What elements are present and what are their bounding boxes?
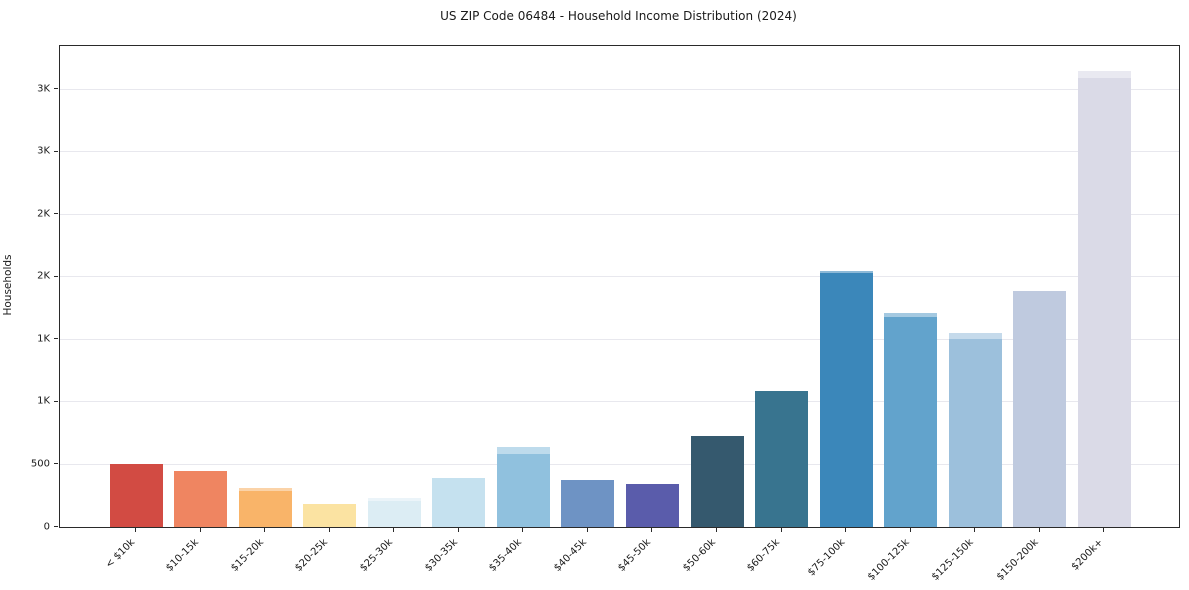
bar-light-cap bbox=[819, 271, 873, 274]
y-tick-mark bbox=[54, 275, 58, 277]
x-tick-mark bbox=[328, 528, 330, 532]
x-tick-label: $60-75k bbox=[745, 537, 783, 574]
gridline bbox=[60, 401, 1179, 403]
bar bbox=[367, 497, 421, 527]
bar bbox=[303, 504, 357, 527]
x-tick-label: $45-50k bbox=[616, 537, 654, 574]
gridline bbox=[60, 276, 1179, 278]
bar bbox=[109, 463, 163, 527]
x-tick-label: $20-25k bbox=[293, 537, 331, 574]
bar bbox=[884, 312, 938, 527]
x-tick-mark bbox=[264, 528, 266, 532]
gridline bbox=[60, 151, 1179, 153]
x-tick-label: $125-150k bbox=[930, 537, 977, 583]
x-tick-label: $200k+ bbox=[1069, 537, 1106, 573]
x-tick-mark bbox=[199, 528, 201, 532]
x-tick-mark bbox=[909, 528, 911, 532]
gridline bbox=[60, 463, 1179, 465]
bar-light-cap bbox=[496, 447, 550, 455]
x-tick-mark bbox=[780, 528, 782, 532]
y-tick-mark bbox=[54, 88, 58, 90]
bar bbox=[174, 470, 228, 527]
x-tick-label: $40-45k bbox=[551, 537, 589, 574]
gridline bbox=[60, 88, 1179, 90]
x-tick-label: $15-20k bbox=[228, 537, 266, 574]
x-tick-mark bbox=[1103, 528, 1105, 532]
plot-area bbox=[59, 45, 1180, 528]
bar bbox=[238, 488, 292, 527]
x-tick-mark bbox=[135, 528, 136, 532]
x-tick-mark bbox=[845, 528, 847, 532]
y-tick-mark bbox=[54, 400, 58, 402]
x-tick-label: $10-15k bbox=[164, 537, 202, 574]
bar bbox=[1077, 70, 1131, 527]
bar-light-cap bbox=[367, 497, 421, 501]
chart-title: US ZIP Code 06484 - Household Income Dis… bbox=[440, 9, 797, 23]
x-tick-mark bbox=[586, 528, 588, 532]
x-tick-mark bbox=[716, 528, 718, 532]
bar-light-cap bbox=[1077, 70, 1131, 78]
bar bbox=[496, 447, 550, 527]
bar bbox=[819, 271, 873, 527]
bar bbox=[561, 480, 615, 527]
y-tick-label: 2K bbox=[37, 208, 50, 220]
bar bbox=[690, 436, 744, 527]
gridline bbox=[60, 213, 1179, 215]
y-axis-label: Households bbox=[2, 254, 14, 316]
y-tick-label: 2K bbox=[37, 270, 50, 282]
x-tick-mark bbox=[651, 528, 653, 532]
x-tick-label: $25-30k bbox=[358, 537, 396, 574]
y-tick-label: 3K bbox=[37, 145, 50, 157]
y-tick-label: 3K bbox=[37, 83, 50, 95]
x-tick-label: $30-35k bbox=[422, 537, 460, 574]
x-tick-label: $50-60k bbox=[680, 537, 718, 574]
x-tick-mark bbox=[522, 528, 524, 532]
bar bbox=[432, 477, 486, 527]
y-tick-mark bbox=[54, 150, 58, 152]
bar bbox=[755, 391, 809, 527]
bar-light-cap bbox=[238, 488, 292, 492]
x-tick-mark bbox=[974, 528, 976, 532]
bar bbox=[1013, 291, 1067, 527]
x-tick-label: $100-125k bbox=[865, 537, 912, 583]
x-tick-mark bbox=[393, 528, 395, 532]
bar bbox=[625, 483, 679, 527]
y-tick-label: 1K bbox=[37, 333, 50, 345]
y-tick-label: 1K bbox=[37, 395, 50, 407]
bar bbox=[948, 332, 1002, 527]
gridline bbox=[60, 338, 1179, 340]
y-tick-mark bbox=[54, 463, 58, 465]
x-tick-label: $35-40k bbox=[487, 537, 525, 574]
y-tick-mark bbox=[54, 338, 58, 340]
x-tick-mark bbox=[1038, 528, 1040, 532]
bar-light-cap bbox=[884, 312, 938, 317]
y-tick-label: 0 bbox=[43, 521, 50, 532]
x-tick-label: < $10k bbox=[103, 537, 137, 571]
y-tick-mark bbox=[54, 213, 58, 215]
x-tick-mark bbox=[457, 528, 459, 532]
y-tick-label: 500 bbox=[30, 458, 50, 470]
bar-light-cap bbox=[948, 332, 1002, 339]
y-tick-mark bbox=[54, 526, 58, 527]
x-tick-label: $150-200k bbox=[994, 537, 1041, 583]
x-tick-label: $75-100k bbox=[805, 537, 847, 579]
